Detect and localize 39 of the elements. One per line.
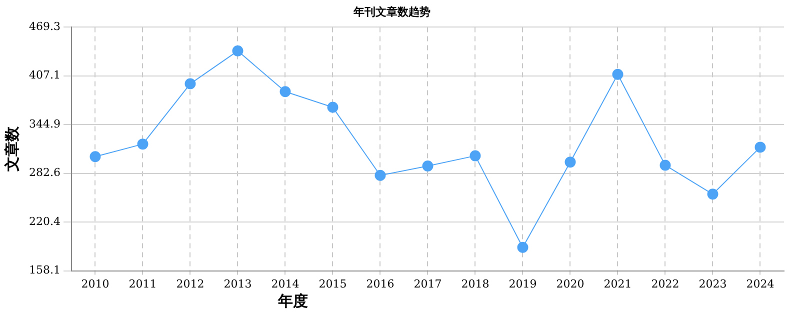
chart-title: 年刊文章数趋势 xyxy=(352,5,430,18)
x-tick-label: 2021 xyxy=(604,277,632,290)
x-tick-label: 2014 xyxy=(271,277,300,290)
point xyxy=(422,160,434,172)
x-tick-label: 2024 xyxy=(746,277,774,290)
point xyxy=(90,151,101,162)
y-tick-label: 158.1 xyxy=(28,264,60,277)
x-tick-label: 2011 xyxy=(128,277,157,290)
point xyxy=(280,86,291,98)
x-axis-title: 年度 xyxy=(278,292,308,311)
y-tick-label: 407.1 xyxy=(28,68,60,82)
x-tick-label: 2023 xyxy=(698,277,727,290)
y-tick-label: 469.3 xyxy=(28,20,60,34)
point xyxy=(184,78,196,90)
point xyxy=(754,142,766,153)
x-tick-label: 2012 xyxy=(176,277,204,290)
x-tick-label: 2020 xyxy=(556,277,584,290)
x-tick-label: 2017 xyxy=(414,277,442,290)
point xyxy=(327,102,338,113)
point xyxy=(470,150,481,162)
point xyxy=(564,156,576,168)
point xyxy=(707,188,718,200)
y-axis-title: 文章数 xyxy=(2,126,21,172)
point xyxy=(660,160,671,171)
x-tick-label: 2016 xyxy=(366,277,394,290)
point xyxy=(517,242,528,253)
x-tick-label: 2013 xyxy=(224,277,252,290)
y-tick-label: 282.6 xyxy=(28,166,60,180)
x-tick-label: 2015 xyxy=(318,277,347,290)
point xyxy=(612,68,624,80)
point xyxy=(374,170,386,181)
x-tick-label: 2010 xyxy=(81,277,110,290)
y-tick-label: 220.4 xyxy=(28,214,60,228)
x-tick-label: 2019 xyxy=(508,277,537,290)
point xyxy=(137,138,148,150)
x-tick-label: 2018 xyxy=(461,277,490,290)
point xyxy=(232,45,244,56)
x-tick-label: 2022 xyxy=(651,277,680,290)
y-tick-label: 344.9 xyxy=(28,117,60,130)
